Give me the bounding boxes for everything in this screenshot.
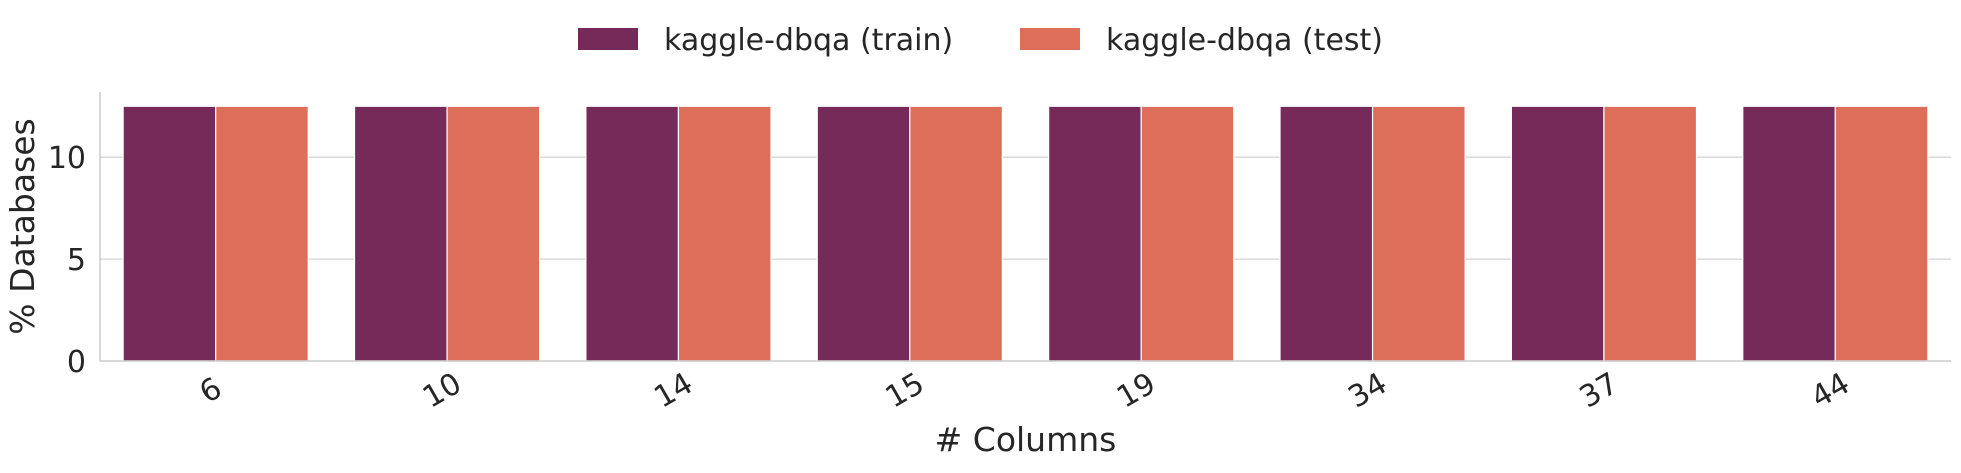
x-tick-labels: 6 10 14 15 19 34 37 44 — [194, 366, 1856, 415]
bar-37-test — [1603, 105, 1698, 362]
bar-15-test — [909, 105, 1003, 362]
bar-14-test — [677, 105, 772, 362]
legend-swatch-train — [578, 28, 638, 50]
x-tick-label: 6 — [194, 371, 228, 411]
bar-19-train — [1048, 105, 1142, 362]
bar-6-test — [215, 105, 309, 362]
y-axis-title: % Databases — [3, 118, 42, 335]
legend: kaggle-dbqa (train) kaggle-dbqa (test) — [578, 23, 1383, 58]
bar-15-train — [816, 105, 911, 362]
bar-34-test — [1371, 105, 1466, 362]
x-tick-label: 14 — [648, 366, 699, 415]
bar-44-train — [1742, 105, 1836, 362]
legend-label-test: kaggle-dbqa (test) — [1106, 23, 1383, 58]
y-tick-label: 5 — [67, 243, 86, 278]
y-tick-label: 0 — [67, 345, 86, 380]
x-tick-label: 44 — [1805, 366, 1856, 415]
x-tick-label: 10 — [417, 366, 468, 415]
bar-19-test — [1140, 105, 1235, 362]
bar-10-test — [446, 105, 541, 362]
bar-44-test — [1834, 105, 1929, 362]
bar-10-train — [353, 105, 448, 362]
x-tick-label: 19 — [1111, 366, 1162, 415]
legend-label-train: kaggle-dbqa (train) — [664, 23, 953, 58]
bar-34-train — [1279, 105, 1374, 362]
x-tick-label: 15 — [880, 366, 931, 415]
x-tick-label: 37 — [1574, 366, 1625, 415]
x-axis-title: # Columns — [935, 420, 1117, 459]
x-tick-label: 34 — [1343, 366, 1394, 415]
legend-swatch-test — [1020, 28, 1080, 50]
bar-6-train — [122, 105, 217, 362]
bars — [122, 105, 1929, 362]
y-tick-label: 10 — [48, 141, 86, 176]
bar-37-train — [1510, 105, 1605, 362]
axes — [99, 92, 1951, 362]
y-tick-labels: 0 5 10 — [48, 141, 86, 380]
bar-14-train — [585, 105, 680, 362]
